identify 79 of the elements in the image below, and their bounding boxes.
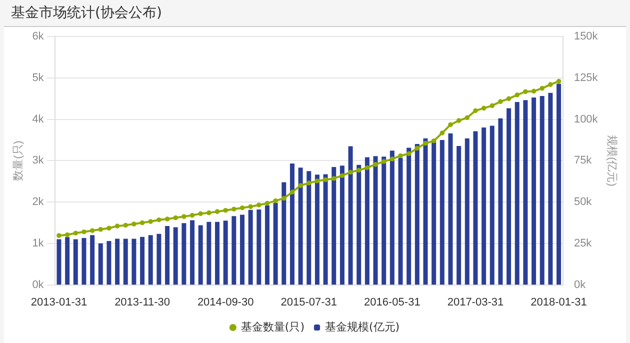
- bar: [82, 238, 86, 285]
- bar: [423, 138, 428, 285]
- bar: [156, 234, 162, 285]
- x-tick-label: 2016-05-31: [364, 296, 420, 308]
- bar: [406, 148, 412, 285]
- bar: [73, 239, 78, 285]
- x-tick-label: 2018-01-31: [530, 296, 587, 308]
- x-tick-label: 2013-11-30: [114, 296, 170, 308]
- y-tick-label: 6k: [32, 30, 44, 43]
- bar: [440, 140, 444, 285]
- y2-tick-label: 50k: [574, 196, 592, 208]
- bar: [256, 210, 262, 285]
- bar: [306, 171, 312, 285]
- chart-title: 基金市场统计(协会公布): [4, 0, 626, 27]
- bar: [98, 243, 103, 285]
- y-tick-label: 3k: [32, 154, 44, 167]
- y2-tick-label: 25k: [574, 237, 592, 250]
- bar: [373, 156, 378, 285]
- y-tick-label: 1k: [32, 237, 44, 250]
- bar: [115, 238, 120, 285]
- bar: [540, 96, 544, 285]
- bar: [464, 138, 470, 285]
- y-tick-label: 4k: [32, 113, 44, 126]
- bar: [340, 166, 344, 285]
- bar: [356, 164, 362, 285]
- bar: [473, 131, 478, 285]
- bar: [364, 157, 370, 285]
- bar: [140, 236, 145, 285]
- bar: [90, 235, 95, 285]
- bar: [456, 146, 462, 285]
- y-tick-label: 0k: [32, 278, 44, 291]
- bar: [215, 222, 220, 285]
- y2-tick-label: 125k: [574, 72, 598, 84]
- legend-label: 基金数量(只): [240, 320, 305, 334]
- x-tick-label: 2014-09-30: [197, 296, 254, 308]
- legend-label: 基金规模(亿元): [325, 320, 400, 334]
- bar: [132, 238, 136, 285]
- y-tick-label: 2k: [32, 196, 44, 208]
- bar: [390, 150, 394, 285]
- bar: [290, 164, 294, 285]
- bar: [182, 223, 186, 285]
- bar: [223, 220, 228, 285]
- bar: [165, 226, 170, 285]
- y2-axis-title: 规模(亿元): [605, 135, 618, 186]
- bar: [148, 235, 153, 285]
- bar: [332, 166, 336, 285]
- bar: [490, 126, 494, 285]
- bar: [240, 214, 244, 285]
- bar: [190, 220, 195, 285]
- y2-tick-label: 75k: [574, 154, 592, 167]
- bar: [523, 100, 528, 285]
- x-tick-label: 2013-01-31: [30, 296, 88, 308]
- x-tick-label: 2017-03-31: [447, 296, 504, 308]
- bar: [123, 238, 128, 285]
- x-tick-label: 2015-07-31: [280, 296, 338, 308]
- bar: [198, 225, 203, 285]
- bar: [348, 146, 353, 285]
- bar: [382, 156, 386, 285]
- bar: [106, 240, 112, 285]
- bar: [298, 168, 303, 285]
- bar: [532, 97, 536, 285]
- y-axis-title: 数量(只): [12, 140, 25, 181]
- y2-tick-label: 150k: [574, 30, 598, 43]
- bar: [173, 227, 178, 285]
- bar: [314, 174, 320, 285]
- bar: [498, 118, 503, 285]
- bar: [323, 174, 328, 285]
- bar: [482, 127, 486, 285]
- bar: [282, 182, 286, 285]
- bar: [514, 102, 520, 285]
- bar: [414, 144, 420, 285]
- bar: [448, 133, 453, 285]
- bar: [232, 216, 236, 285]
- y2-tick-label: 0k: [574, 278, 586, 291]
- bar: [206, 222, 212, 285]
- bar: [506, 108, 512, 285]
- y2-tick-label: 100k: [574, 113, 598, 126]
- bar: [548, 92, 553, 285]
- y-tick-label: 5k: [32, 72, 44, 84]
